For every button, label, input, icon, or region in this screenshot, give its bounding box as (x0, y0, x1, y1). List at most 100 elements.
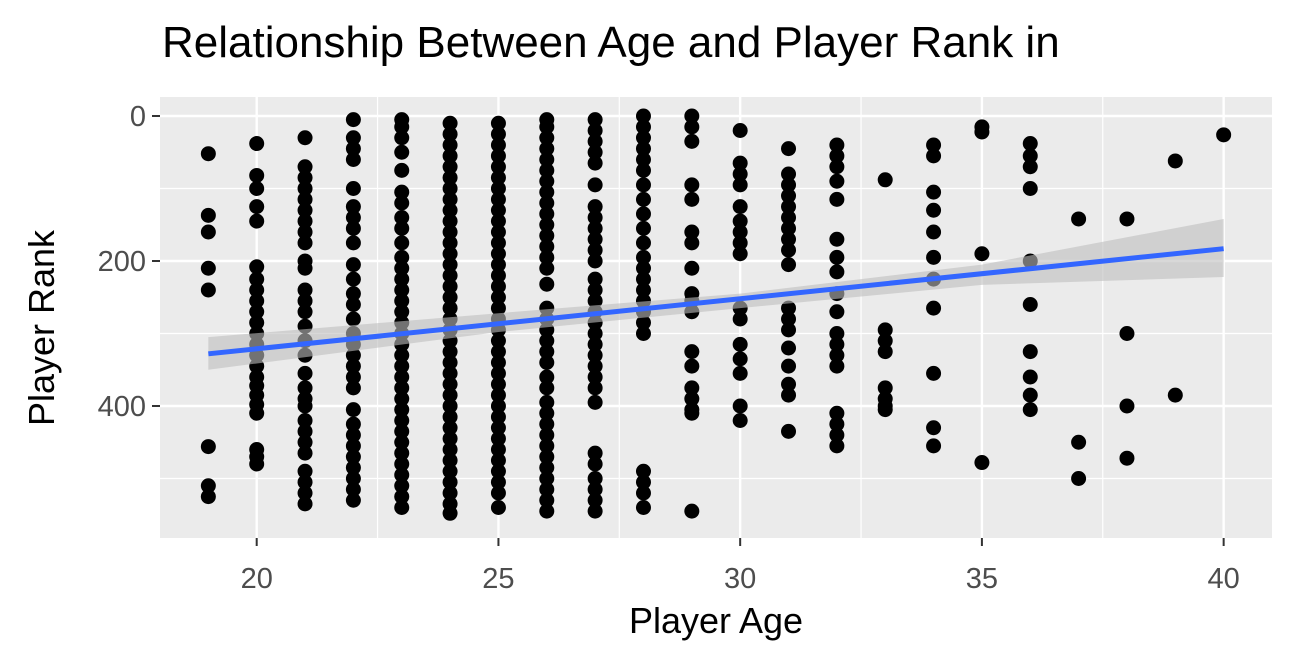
data-point (781, 141, 797, 157)
data-point (490, 452, 506, 468)
data-point (490, 442, 506, 457)
data-point (926, 300, 942, 316)
x-tick-label: 35 (966, 563, 998, 595)
data-point (490, 126, 506, 142)
data-point (635, 260, 651, 276)
data-point (877, 333, 893, 349)
data-point (635, 130, 651, 146)
data-point (732, 351, 748, 367)
data-point (829, 336, 845, 352)
data-point (345, 112, 361, 128)
data-point (587, 481, 603, 497)
data-point (587, 358, 603, 374)
data-point (926, 148, 942, 164)
data-point (587, 456, 603, 472)
data-point (1022, 344, 1038, 360)
data-point (1167, 153, 1183, 169)
data-point (635, 235, 651, 251)
data-point (587, 471, 603, 486)
data-point (345, 347, 361, 363)
data-point (490, 115, 506, 131)
data-point (829, 427, 845, 443)
data-point (394, 271, 410, 287)
data-point (781, 199, 797, 215)
y-axis-label: Player Rank (21, 229, 62, 427)
data-point (829, 326, 845, 341)
data-point (200, 224, 216, 240)
data-point (442, 159, 458, 175)
data-point (200, 146, 216, 162)
data-point (587, 445, 603, 461)
data-point (345, 297, 361, 312)
data-point (345, 271, 361, 287)
data-point (539, 427, 555, 443)
data-point (394, 413, 410, 428)
y-tick-label: 200 (98, 246, 146, 278)
data-point (587, 231, 603, 247)
data-point (490, 365, 506, 381)
data-point (394, 445, 410, 461)
data-point (442, 376, 458, 392)
data-point (539, 492, 555, 508)
data-point (345, 481, 361, 497)
data-point (781, 188, 797, 204)
data-point (781, 387, 797, 403)
data-point (1022, 181, 1038, 196)
data-point (732, 311, 748, 327)
data-point (684, 133, 700, 149)
data-point (490, 213, 506, 229)
data-point (490, 224, 506, 240)
data-point (394, 347, 410, 363)
data-point (490, 376, 506, 392)
data-point (587, 177, 603, 193)
data-point (442, 365, 458, 381)
data-point (684, 405, 700, 421)
data-point (345, 492, 361, 508)
data-point (781, 311, 797, 327)
data-point (394, 478, 410, 494)
data-point (297, 485, 313, 501)
data-point (297, 260, 313, 276)
data-point (442, 398, 458, 414)
data-point (829, 231, 845, 247)
data-point (539, 333, 555, 349)
data-point (539, 276, 555, 292)
data-point (345, 210, 361, 225)
data-point (829, 358, 845, 374)
data-point (1022, 369, 1038, 385)
data-point (781, 210, 797, 225)
data-point (442, 431, 458, 447)
data-point (684, 358, 700, 374)
data-point (490, 355, 506, 370)
data-point (345, 181, 361, 196)
data-point (732, 246, 748, 262)
data-point (297, 202, 313, 218)
data-point (200, 260, 216, 276)
data-point (490, 202, 506, 218)
data-point (297, 224, 313, 240)
data-point (490, 235, 506, 251)
data-point (345, 402, 361, 418)
data-point (587, 347, 603, 363)
data-point (732, 177, 748, 193)
data-point (635, 119, 651, 135)
data-point (394, 210, 410, 225)
data-point (974, 124, 990, 140)
data-point (732, 365, 748, 381)
data-point (297, 159, 313, 175)
data-point (394, 184, 410, 200)
trend-line (208, 246, 1224, 357)
data-point (442, 442, 458, 457)
data-point (635, 108, 651, 124)
data-point (926, 365, 942, 381)
data-point (442, 268, 458, 283)
data-point (1216, 127, 1232, 143)
data-point (394, 467, 410, 483)
data-point (442, 115, 458, 131)
data-point (539, 438, 555, 454)
data-point (297, 235, 313, 251)
data-point (587, 144, 603, 160)
data-point (877, 322, 893, 338)
data-point (345, 257, 361, 273)
